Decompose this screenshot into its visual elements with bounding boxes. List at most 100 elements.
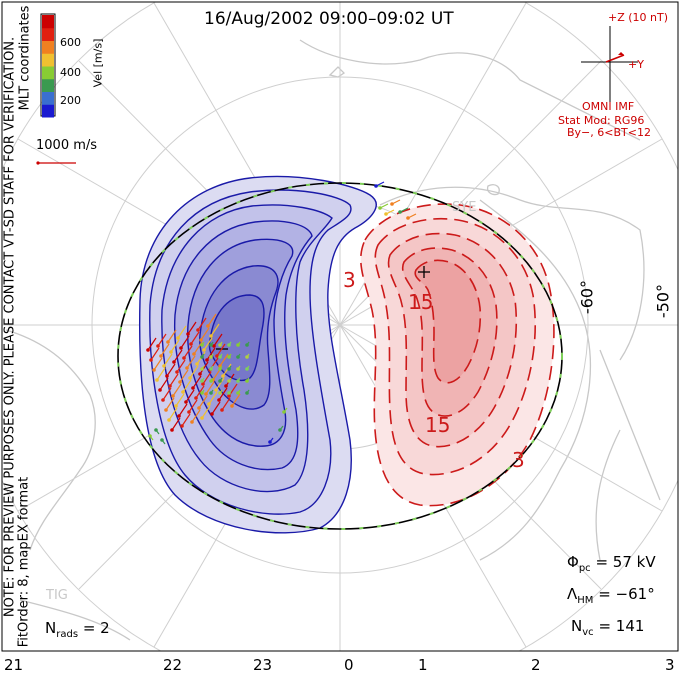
- vector-stick: [166, 363, 176, 377]
- vector-stick: [167, 329, 177, 343]
- hmb-latitude: ΛHM = −61°: [567, 585, 655, 606]
- imf-source: OMNI IMF: [582, 100, 635, 113]
- vector-stick: [231, 393, 241, 407]
- vector-stick: [228, 353, 232, 358]
- vector-stick: [182, 379, 192, 393]
- vector-stick: [156, 367, 166, 381]
- vector-stick: [210, 365, 214, 370]
- vector-stick: [179, 369, 189, 383]
- colorbar-band: [42, 15, 54, 29]
- vector-stick: [201, 353, 205, 358]
- vector-stick: [237, 389, 241, 394]
- vector-stick: [147, 337, 157, 351]
- vector-stick: [201, 377, 205, 382]
- vector-stick: [210, 389, 214, 394]
- colorbar-tick-600: 600: [60, 36, 81, 49]
- stat-model: Stat Mod: RG96: [558, 114, 645, 127]
- colorbar-tick-400: 400: [60, 66, 81, 79]
- vector-stick: [208, 391, 218, 405]
- vector-stick: [221, 397, 231, 411]
- vector-stick: [246, 353, 250, 358]
- fitorder-note: FitOrder: 8, mapEX format: [16, 476, 32, 648]
- reference-vector: [36, 161, 76, 165]
- colorbar-band: [42, 104, 54, 118]
- station-sye: SYE: [452, 200, 477, 215]
- colorbar: [40, 13, 56, 118]
- vector-stick: [187, 321, 197, 335]
- vector-stick: [237, 353, 241, 358]
- contour-label-15-top: 15: [408, 290, 434, 314]
- vector-stick: [213, 333, 223, 347]
- contour-label-3-top: 3: [343, 268, 356, 292]
- vector-stick: [183, 345, 193, 359]
- vector-stick: [188, 399, 198, 413]
- vector-stick: [159, 377, 169, 391]
- colorbar-band: [42, 78, 54, 92]
- vector-stick: [178, 403, 188, 417]
- imf-z-label: +Z (10 nT): [608, 11, 669, 24]
- vector-stick: [237, 341, 241, 346]
- lat-label-50: -50°: [653, 283, 673, 319]
- vector-stick: [211, 401, 221, 415]
- vector-stick: [237, 365, 241, 370]
- vector-stick: [269, 437, 274, 443]
- vector-stick: [198, 395, 208, 409]
- vector-stick: [375, 181, 385, 187]
- vector-stick: [219, 353, 229, 367]
- vector-stick: [228, 365, 232, 370]
- vector-stick: [155, 429, 160, 435]
- preview-note: NOTE: FOR PREVIEW PURPOSES ONLY. PLEASE …: [2, 36, 18, 618]
- vector-stick: [150, 347, 160, 361]
- vector-stick: [189, 365, 199, 379]
- vector-stick: [222, 363, 232, 377]
- vector-stick: [228, 389, 232, 394]
- vector-stick: [201, 389, 205, 394]
- vector-stick: [237, 377, 241, 382]
- vector-stick: [192, 375, 202, 389]
- vector-stick: [201, 405, 211, 419]
- vector-stick: [246, 377, 250, 382]
- vector-stick: [216, 343, 226, 357]
- vector-stick: [197, 317, 207, 331]
- negative-cell: [139, 175, 377, 534]
- velocity-vectors: [146, 181, 417, 445]
- vector-stick: [210, 377, 214, 382]
- vector-stick: [210, 323, 220, 337]
- vector-stick: [165, 397, 175, 411]
- vector-stick: [163, 353, 173, 367]
- colorbar-tick-200: 200: [60, 94, 81, 107]
- positive-cell: [360, 203, 555, 507]
- vector-stick: [171, 417, 181, 431]
- vector-stick: [399, 207, 409, 213]
- station-tig: TIG: [46, 588, 68, 603]
- colorbar-band: [42, 53, 54, 67]
- vector-stick: [279, 425, 284, 431]
- vector-stick: [219, 341, 223, 346]
- vector-stick: [210, 341, 214, 346]
- coordinate-system-label: MLT coordinates: [17, 5, 33, 111]
- vector-stick: [207, 313, 217, 327]
- vector-stick: [162, 387, 172, 401]
- lat-label-60: -60°: [577, 279, 597, 315]
- coastlines: [5, 39, 661, 641]
- mlt-label-23: 23: [253, 656, 273, 674]
- vector-stick: [210, 353, 214, 358]
- vector-stick: [181, 413, 191, 427]
- vector-stick: [219, 389, 223, 394]
- vector-stick: [190, 331, 200, 345]
- vector-stick: [176, 359, 186, 373]
- vector-stick: [219, 353, 223, 358]
- vector-stick: [219, 377, 223, 382]
- mlt-label-0: 0: [344, 656, 354, 674]
- colorbar-band: [42, 27, 54, 41]
- vector-stick: [173, 349, 183, 363]
- vector-stick: [195, 385, 205, 399]
- cross-polar-potential: Φpc = 57 kV: [567, 553, 656, 574]
- vector-stick: [218, 387, 228, 401]
- map-title: 16/Aug/2002 09:00–09:02 UT: [204, 9, 454, 29]
- colorbar-label: Vel [m/s]: [91, 38, 105, 88]
- colorbar-band: [42, 66, 54, 80]
- vector-stick: [407, 213, 417, 219]
- vector-stick: [180, 335, 190, 349]
- hmb-dashes: [117, 182, 563, 530]
